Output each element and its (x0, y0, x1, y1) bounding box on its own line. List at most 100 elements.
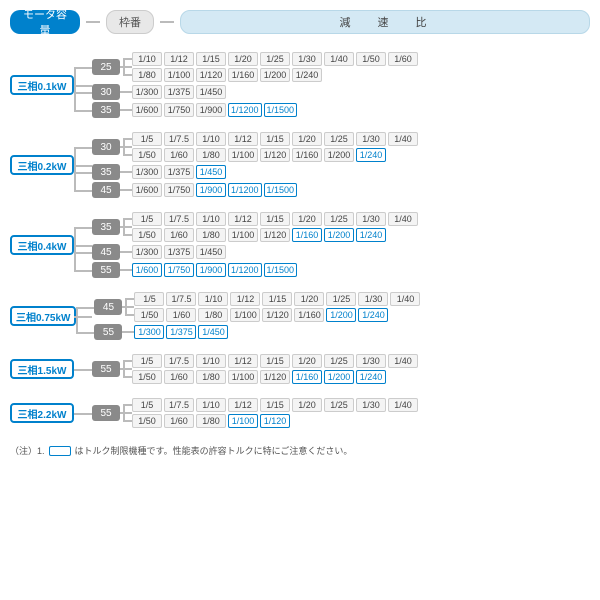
ratio-line: 1/501/601/801/1001/1201/1601/2001/240 (132, 370, 418, 384)
ratio-cell: 1/450 (198, 325, 228, 339)
ratio-cell: 1/450 (196, 85, 226, 99)
ratio-cell: 1/160 (292, 148, 322, 162)
frame-label: 35 (92, 102, 120, 118)
motor-group: 三相0.2kW301/51/7.51/101/121/151/201/251/3… (10, 132, 590, 198)
ratio-cell: 1/240 (356, 370, 386, 384)
frame-row: 551/51/7.51/101/121/151/201/251/301/401/… (92, 398, 418, 428)
frame-row: 451/3001/3751/450 (92, 244, 418, 260)
connector-line (76, 332, 94, 334)
ratio-cell: 1/40 (388, 398, 418, 412)
frame-label: 55 (92, 405, 120, 421)
ratio-line: 1/501/601/801/1001/1201/1601/2001/240 (134, 308, 420, 322)
connector-line (86, 21, 100, 23)
ratio-cell: 1/12 (228, 354, 258, 368)
frame-label: 45 (92, 182, 120, 198)
ratio-lines: 1/6001/7501/9001/12001/1500 (132, 263, 297, 277)
ratio-cell: 1/200 (324, 148, 354, 162)
ratio-cell: 1/50 (132, 228, 162, 242)
connector-line (123, 406, 125, 420)
ratio-cell: 1/1500 (264, 263, 298, 277)
header-ratio: 減 速 比 (180, 10, 590, 34)
connector-line (123, 220, 125, 234)
frame-label: 35 (92, 164, 120, 180)
ratio-cell: 1/50 (132, 414, 162, 428)
ratio-cell: 1/15 (260, 398, 290, 412)
ratio-cell: 1/15 (262, 292, 292, 306)
ratio-cell: 1/12 (164, 52, 194, 66)
ratio-cell: 1/100 (228, 414, 258, 428)
frame-row: 451/51/7.51/101/121/151/201/251/301/401/… (94, 292, 420, 322)
header-frame: 枠番 (106, 10, 154, 34)
ratio-line: 1/51/7.51/101/121/151/201/251/301/40 (132, 212, 418, 226)
ratio-lines: 1/3001/3751/450 (132, 165, 226, 179)
ratio-cell: 1/5 (132, 132, 162, 146)
frame-label: 55 (92, 262, 120, 278)
frame-row: 301/51/7.51/101/121/151/201/251/301/401/… (92, 132, 418, 162)
ratio-cell: 1/200 (326, 308, 356, 322)
ratio-cell: 1/80 (196, 414, 226, 428)
ratio-line: 1/51/7.51/101/121/151/201/251/301/40 (132, 398, 418, 412)
motor-group: 三相0.1kW251/101/121/151/201/251/301/401/5… (10, 52, 590, 118)
ratio-cell: 1/600 (132, 263, 162, 277)
ratio-cell: 1/60 (166, 308, 196, 322)
ratio-cell: 1/240 (356, 148, 386, 162)
ratio-lines: 1/3001/3751/450 (132, 245, 226, 259)
ratio-line: 1/51/7.51/101/121/151/201/251/301/40 (134, 292, 420, 306)
ratio-lines: 1/3001/3751/450 (132, 85, 226, 99)
frame-row: 55 1/6001/7501/9001/12001/1500 (92, 262, 418, 278)
ratio-cell: 1/80 (132, 68, 162, 82)
ratio-cell: 1/1200 (228, 103, 262, 117)
connector-line (76, 307, 78, 332)
frames-col: 551/51/7.51/101/121/151/201/251/301/401/… (92, 354, 418, 384)
frame-row: 351/51/7.51/101/121/151/201/251/301/401/… (92, 212, 418, 242)
ratio-cell: 1/120 (260, 228, 290, 242)
ratio-lines: 1/51/7.51/101/121/151/201/251/301/40 1/50… (132, 398, 418, 428)
ratio-cell: 1/25 (324, 212, 354, 226)
ratio-cell: 1/7.5 (164, 132, 194, 146)
ratio-cell: 1/25 (326, 292, 356, 306)
ratio-cell: 1/15 (196, 52, 226, 66)
note-suffix: はトルク制限機種です。性能表の許容トルクに特にご注意ください。 (75, 444, 353, 457)
ratio-cell: 1/100 (228, 148, 258, 162)
connector-line (74, 147, 76, 190)
blue-swatch-icon (49, 446, 71, 456)
ratio-cell: 1/200 (324, 370, 354, 384)
frame-row: 551/3001/3751/450 (94, 324, 420, 340)
frame-label: 45 (94, 299, 122, 315)
connector-line (74, 92, 92, 94)
connector-line (76, 307, 94, 309)
frame-row: 35 1/3001/3751/450 (92, 164, 418, 180)
ratio-cell: 1/20 (228, 52, 258, 66)
motor-group: 三相0.75kW451/51/7.51/101/121/151/201/251/… (10, 292, 590, 340)
ratio-cell: 1/240 (358, 308, 388, 322)
ratio-cell: 1/20 (292, 354, 322, 368)
frame-label: 30 (92, 139, 120, 155)
ratio-cell: 1/1500 (264, 183, 298, 197)
ratio-cell: 1/7.5 (164, 398, 194, 412)
ratio-cell: 1/80 (196, 148, 226, 162)
ratio-cell: 1/5 (132, 354, 162, 368)
ratio-cell: 1/25 (324, 354, 354, 368)
frame-row: 451/6001/7501/9001/12001/1500 (92, 182, 418, 198)
ratio-cell: 1/80 (196, 370, 226, 384)
connector-line (74, 227, 92, 229)
ratio-line: 1/101/121/151/201/251/301/401/501/60 (132, 52, 418, 66)
ratio-cell: 1/60 (164, 370, 194, 384)
motor-label: 三相0.1kW (10, 75, 74, 95)
ratio-cell: 1/40 (388, 354, 418, 368)
ratio-cell: 1/50 (134, 308, 164, 322)
ratio-cell: 1/60 (164, 148, 194, 162)
connector-line (74, 147, 92, 149)
ratio-cell: 1/450 (196, 165, 226, 179)
ratio-cell: 1/750 (164, 263, 194, 277)
connector-line (74, 245, 92, 247)
ratio-line: 1/51/7.51/101/121/151/201/251/301/40 (132, 354, 418, 368)
connector-line (74, 165, 92, 167)
connector-line (74, 190, 92, 192)
ratio-cell: 1/375 (164, 245, 194, 259)
ratio-cell: 1/60 (164, 414, 194, 428)
ratio-cell: 1/1500 (264, 103, 298, 117)
ratio-cell: 1/100 (228, 228, 258, 242)
note-prefix: （注）1. (10, 444, 45, 457)
ratio-cell: 1/30 (292, 52, 322, 66)
